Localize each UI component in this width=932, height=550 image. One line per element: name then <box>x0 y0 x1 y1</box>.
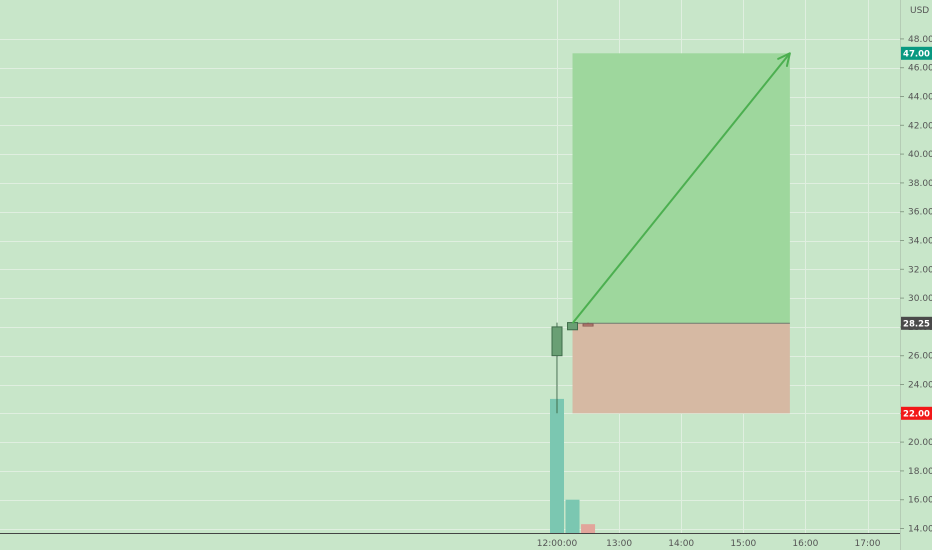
price-tick-label: 18.00 <box>908 467 932 477</box>
price-tick-label: 36.00 <box>908 208 932 218</box>
price-tick-label: 24.00 <box>908 381 932 391</box>
time-tick-label: 17:00 <box>855 539 881 549</box>
price-tick-label: 44.00 <box>908 93 932 103</box>
position-zones[interactable] <box>572 53 790 414</box>
price-tick-label: 16.00 <box>908 496 932 506</box>
currency-label: USD <box>910 6 929 16</box>
price-badge <box>901 46 932 60</box>
volume-bar <box>565 499 580 533</box>
price-tick-label: 20.00 <box>908 438 932 448</box>
price-badge-label: 22.00 <box>903 409 930 419</box>
time-axis[interactable]: 12:00:00 13:00 14:00 15:00 16:00 17:00 <box>537 539 881 549</box>
price-badge-label: 28.25 <box>903 319 930 329</box>
price-badge <box>901 316 932 330</box>
price-tick-label: 40.00 <box>908 150 932 160</box>
loss-zone[interactable] <box>572 323 790 414</box>
candle-body <box>582 323 594 327</box>
price-tick-label: 26.00 <box>908 352 932 362</box>
price-tick-label: 34.00 <box>908 237 932 247</box>
grid-lines <box>0 0 900 533</box>
time-tick-label: 16:00 <box>792 539 818 549</box>
arrow-line[interactable] <box>571 52 791 324</box>
arrow-head <box>777 52 791 67</box>
price-badge-label: 47.00 <box>903 49 930 59</box>
volume-bar <box>550 398 564 533</box>
time-tick-label: 12:00:00 <box>537 539 578 549</box>
time-tick-label: 14:00 <box>668 539 694 549</box>
price-tick-label: 32.00 <box>908 265 932 275</box>
price-badge <box>901 406 932 420</box>
candle-body <box>551 326 563 357</box>
time-tick-label: 15:00 <box>730 539 756 549</box>
arrow-drawing[interactable] <box>571 52 791 324</box>
price-tick-label: 14.00 <box>908 525 932 535</box>
price-tick-label: 30.00 <box>908 294 932 304</box>
time-tick-label: 13:00 <box>606 539 632 549</box>
price-tick-label: 42.00 <box>908 121 932 131</box>
price-badges: 47.00 28.25 22.00 <box>901 46 932 420</box>
price-tick-label: 38.00 <box>908 179 932 189</box>
volume-bar <box>581 524 596 533</box>
price-tick-label: 46.00 <box>908 64 932 74</box>
volume-bars <box>550 398 596 533</box>
price-tick-label: 48.00 <box>908 35 932 45</box>
candle-body <box>567 322 579 331</box>
